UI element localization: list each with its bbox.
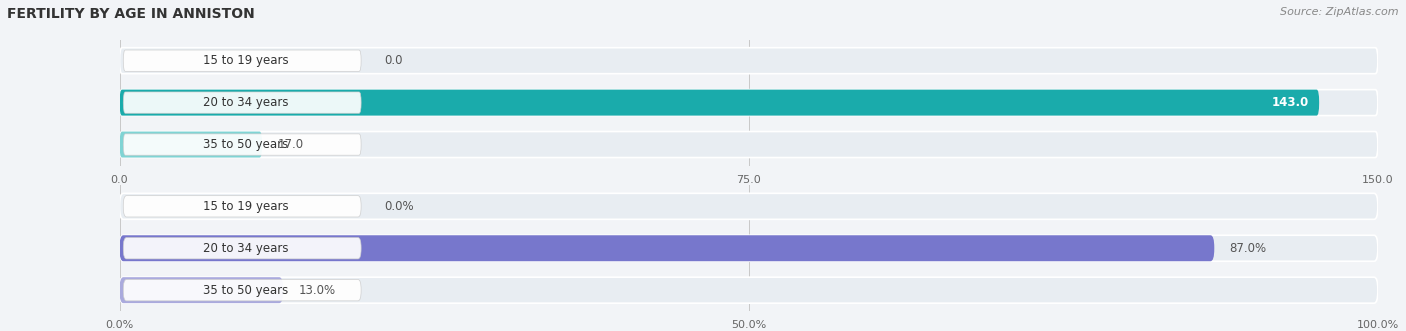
FancyBboxPatch shape	[124, 50, 361, 71]
Text: 35 to 50 years: 35 to 50 years	[204, 138, 288, 151]
Text: 35 to 50 years: 35 to 50 years	[204, 284, 288, 297]
FancyBboxPatch shape	[120, 277, 283, 303]
FancyBboxPatch shape	[124, 92, 361, 113]
FancyBboxPatch shape	[120, 277, 1378, 303]
FancyBboxPatch shape	[120, 235, 1215, 261]
Text: 17.0: 17.0	[277, 138, 304, 151]
Text: Source: ZipAtlas.com: Source: ZipAtlas.com	[1281, 7, 1399, 17]
FancyBboxPatch shape	[120, 131, 262, 158]
Text: FERTILITY BY AGE IN ANNISTON: FERTILITY BY AGE IN ANNISTON	[7, 7, 254, 21]
FancyBboxPatch shape	[120, 48, 1378, 74]
Text: 87.0%: 87.0%	[1229, 242, 1267, 255]
Text: 13.0%: 13.0%	[298, 284, 335, 297]
FancyBboxPatch shape	[124, 279, 361, 301]
Text: 20 to 34 years: 20 to 34 years	[204, 96, 288, 109]
FancyBboxPatch shape	[124, 196, 361, 217]
Text: 0.0%: 0.0%	[384, 200, 413, 213]
FancyBboxPatch shape	[120, 131, 1378, 158]
Text: 143.0: 143.0	[1272, 96, 1309, 109]
FancyBboxPatch shape	[120, 235, 1378, 261]
FancyBboxPatch shape	[120, 90, 1319, 116]
FancyBboxPatch shape	[120, 90, 1378, 116]
Text: 0.0: 0.0	[384, 54, 402, 67]
Text: 15 to 19 years: 15 to 19 years	[202, 54, 288, 67]
FancyBboxPatch shape	[124, 134, 361, 155]
FancyBboxPatch shape	[120, 193, 1378, 219]
FancyBboxPatch shape	[124, 238, 361, 259]
Text: 15 to 19 years: 15 to 19 years	[202, 200, 288, 213]
Text: 20 to 34 years: 20 to 34 years	[204, 242, 288, 255]
